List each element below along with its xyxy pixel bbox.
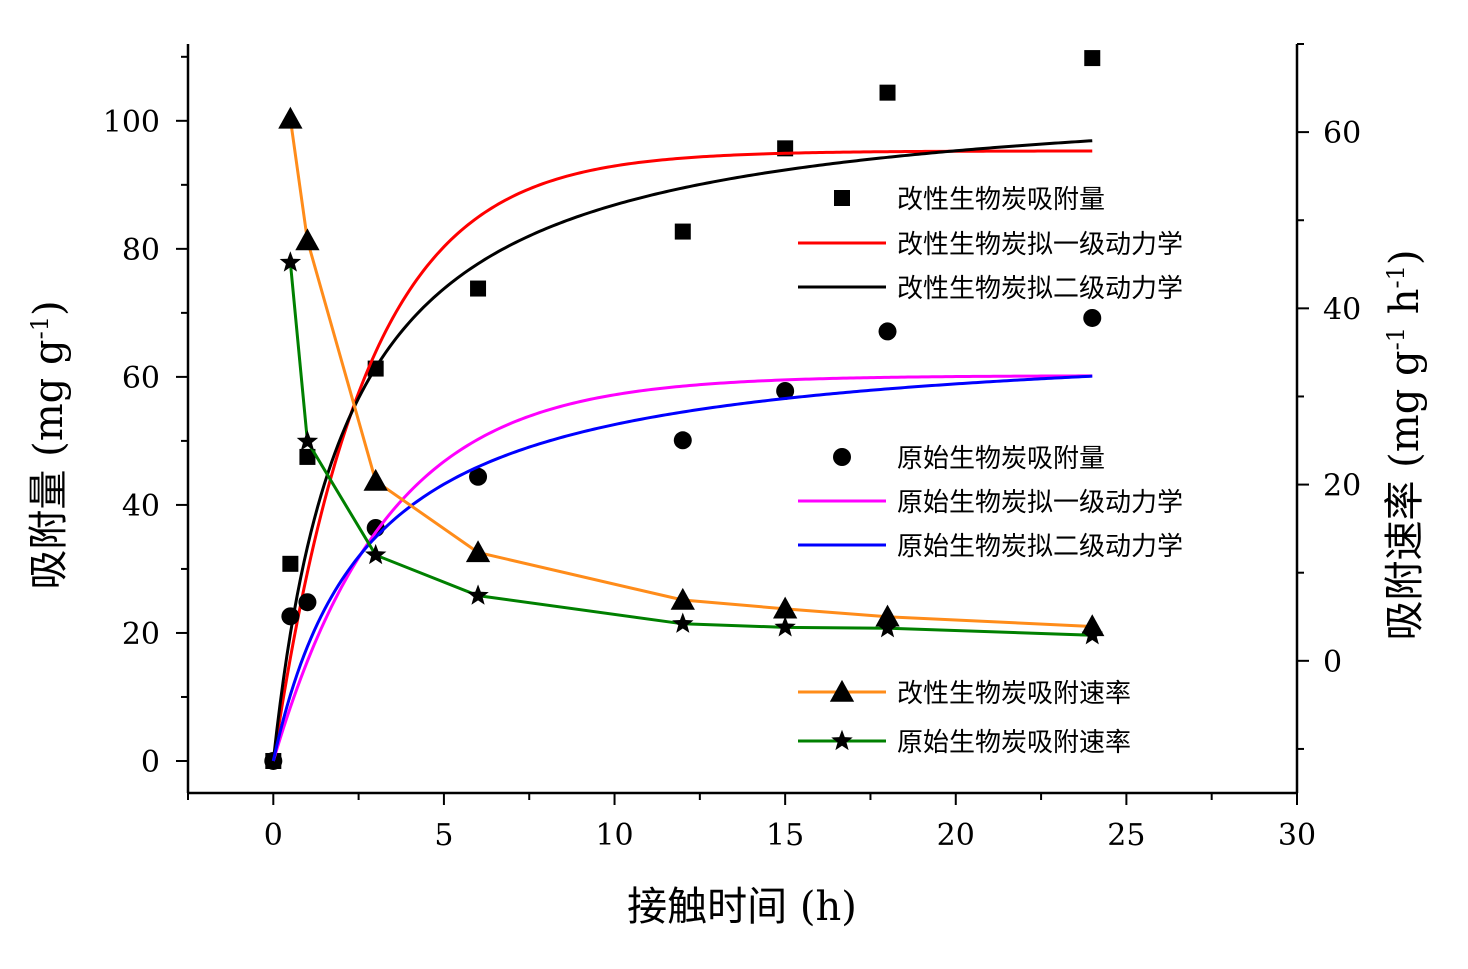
- point-modified-rate: [670, 587, 695, 610]
- y-axis-right-title-main: 吸附速率 (mg g: [1382, 350, 1428, 640]
- line-raw-rate: [288, 262, 1093, 637]
- legend-label-modified-pfo: 改性生物炭拟一级动力学: [897, 230, 1183, 260]
- legend-label-raw-rate: 原始生物炭吸附速率: [897, 728, 1131, 758]
- y-axis-right-title-mid: h: [1382, 288, 1428, 326]
- point-modified-uptake: [1084, 50, 1101, 67]
- y-left-tick-label: 80: [122, 233, 160, 268]
- y-left-tick-label: 100: [103, 105, 160, 140]
- x-tick-label: 0: [264, 818, 283, 853]
- curve-raw-pfo: [271, 374, 1093, 762]
- point-raw-rate: [672, 612, 694, 633]
- series-raw-rate: [279, 251, 1103, 645]
- series-modified-rate: [278, 106, 1105, 637]
- series-modified-pso: [271, 139, 1093, 762]
- point-raw-rate: [876, 616, 899, 638]
- x-tick-label: 30: [1278, 818, 1316, 853]
- y-axis-left-title-main: 吸附量 (mg g: [26, 339, 72, 589]
- x-tick-label: 15: [766, 818, 804, 853]
- x-tick-label: 10: [595, 818, 633, 853]
- legend-label-modified-pso: 改性生物炭拟二级动力学: [897, 274, 1183, 304]
- series-raw-uptake: [264, 308, 1102, 770]
- y-right-tick-label: 0: [1323, 645, 1342, 680]
- y-left-tick-label: 20: [122, 617, 160, 652]
- y-axis-left-title-sup: -1: [26, 316, 54, 339]
- point-raw-rate: [467, 584, 489, 605]
- point-modified-uptake: [282, 555, 299, 572]
- y-axis-left-title-close: ): [26, 300, 72, 316]
- legend-label-raw-pso: 原始生物炭拟二级动力学: [897, 532, 1183, 562]
- legend-label-modified-uptake: 改性生物炭吸附量: [897, 185, 1105, 215]
- legend: 改性生物炭吸附量改性生物炭拟一级动力学改性生物炭拟二级动力学原始生物炭吸附量原始…: [798, 185, 1183, 758]
- point-raw-uptake: [298, 593, 317, 612]
- point-raw-uptake: [673, 431, 692, 450]
- curve-raw-pso: [271, 374, 1093, 762]
- axes: [186, 44, 1299, 795]
- x-axis-title: 接触时间 (h): [627, 884, 857, 930]
- legend-entry-modified-pso: 改性生物炭拟二级动力学: [798, 274, 1183, 304]
- y-right-tick-label: 20: [1323, 469, 1361, 504]
- y-axis-right-title-sup1: -1: [1382, 327, 1410, 350]
- line-modified-rate: [288, 118, 1093, 628]
- point-modified-rate: [875, 604, 900, 627]
- legend-entry-raw-pfo: 原始生物炭拟一级动力学: [798, 488, 1183, 518]
- point-raw-uptake: [776, 381, 795, 400]
- legend-marker-modified-rate: [829, 679, 855, 702]
- legend-marker-modified-uptake: [834, 190, 850, 206]
- point-raw-rate: [774, 616, 796, 637]
- point-raw-uptake: [281, 607, 300, 626]
- legend-entry-modified-uptake: 改性生物炭吸附量: [834, 185, 1105, 215]
- legend-entry-modified-rate: 改性生物炭吸附速率: [798, 679, 1131, 709]
- y-right-tick-label: 40: [1323, 292, 1361, 327]
- y-axis-left-title: 吸附量 (mg g-1): [26, 300, 72, 589]
- series-raw-pfo: [271, 374, 1093, 762]
- legend-marker-raw-uptake: [833, 448, 851, 466]
- y-left-tick-label: 60: [122, 361, 160, 396]
- point-modified-uptake: [470, 280, 487, 297]
- point-raw-rate: [296, 430, 319, 451]
- point-modified-rate: [773, 596, 798, 619]
- point-raw-uptake: [878, 322, 897, 341]
- x-tick-label: 25: [1107, 818, 1145, 853]
- point-modified-uptake: [299, 448, 316, 465]
- y-right-tick-label: 60: [1323, 116, 1361, 151]
- legend-label-raw-uptake: 原始生物炭吸附量: [897, 444, 1105, 474]
- legend-label-raw-pfo: 原始生物炭拟一级动力学: [897, 488, 1183, 518]
- point-modified-uptake: [674, 223, 691, 240]
- point-modified-rate: [295, 228, 320, 251]
- point-raw-rate: [364, 543, 387, 565]
- legend-entry-raw-uptake: 原始生物炭吸附量: [833, 444, 1105, 474]
- point-modified-uptake: [879, 84, 896, 101]
- y-left-tick-label: 40: [122, 489, 160, 524]
- legend-label-modified-rate: 改性生物炭吸附速率: [897, 679, 1131, 709]
- legend-marker-raw-rate: [831, 729, 853, 751]
- point-raw-rate: [279, 251, 302, 272]
- point-raw-uptake: [264, 751, 283, 770]
- point-raw-rate: [1081, 624, 1103, 645]
- point-modified-rate: [465, 540, 491, 563]
- x-tick-label: 5: [434, 818, 453, 853]
- x-tick-label: 20: [937, 818, 975, 853]
- point-raw-uptake: [1083, 308, 1102, 327]
- ticks: 0 5 10 15 20 25 30 0 20 40 60 80 100 0 20 40 60: [103, 43, 1361, 853]
- series: [264, 50, 1105, 770]
- y-axis-right-title: 吸附速率 (mg g-1 h-1): [1382, 249, 1428, 640]
- y-left-tick-label: 0: [141, 745, 160, 780]
- y-axis-right-title-sup2: -1: [1382, 265, 1410, 288]
- y-axis-right-title-close: ): [1382, 249, 1428, 265]
- point-raw-uptake: [469, 467, 488, 486]
- point-modified-rate: [363, 468, 388, 491]
- point-modified-rate: [278, 106, 303, 129]
- series-raw-pso: [271, 374, 1093, 762]
- legend-entry-modified-pfo: 改性生物炭拟一级动力学: [798, 230, 1183, 260]
- legend-entry-raw-rate: 原始生物炭吸附速率: [798, 728, 1131, 758]
- legend-entry-raw-pso: 原始生物炭拟二级动力学: [798, 532, 1183, 562]
- curve-modified-pso: [271, 139, 1093, 762]
